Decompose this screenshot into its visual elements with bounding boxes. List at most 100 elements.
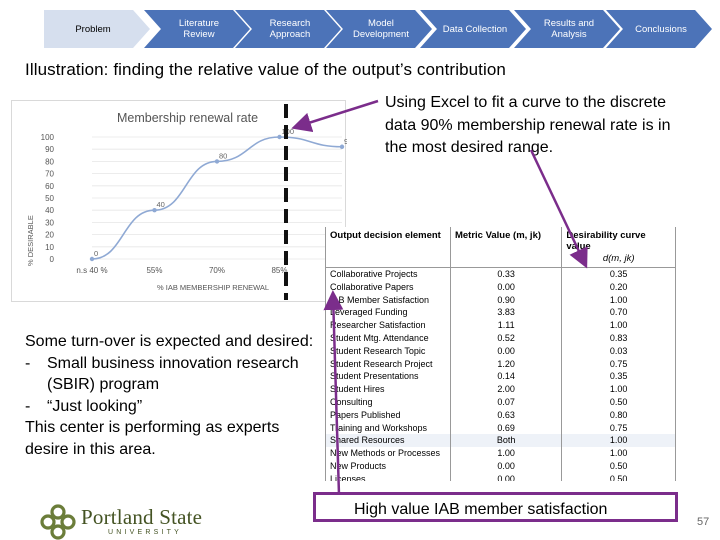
cell-element: Licenses [325,472,451,481]
y-axis-label: % DESIRABLE [26,215,35,266]
highlight-box-text: High value IAB member satisfaction [354,501,608,518]
bullet-text: Small business innovation research (SBIR… [47,354,299,394]
cell-metric-value: 0.69 [449,421,563,435]
cell-element: New Products [325,459,451,473]
nav-step[interactable]: Model Development [326,10,432,48]
nav-step-label: Conclusions [635,23,687,35]
nav-step[interactable]: Problem [44,10,150,48]
series-points [89,134,345,262]
y-tick-label: 50 [45,194,54,203]
y-tick-label: 90 [45,145,54,154]
cell-metric-value: 0.33 [449,267,563,281]
cell-desirability-value: 1.00 [561,383,676,396]
logo-name: Portland State [81,505,203,529]
x-tick-label: n.s 40 % [76,266,107,275]
col-header-element: Output decision element [325,227,451,268]
y-tick-label: 30 [45,218,54,227]
cell-metric-value: 0.00 [449,459,563,473]
cell-desirability-value: 0.75 [561,357,676,371]
cell-desirability-value: 0.70 [561,306,676,320]
cell-desirability-value: 0.75 [561,421,676,435]
x-tick-label: 85% [271,266,287,275]
bullet-dash: - [25,354,31,372]
nav-step[interactable]: Conclusions [606,10,712,48]
cell-metric-value: 0.00 [449,280,563,294]
y-tick-label: 10 [45,243,54,252]
cell-element: Training and Workshops [325,421,451,435]
cell-desirability-value: 0.35 [561,370,676,384]
cell-desirability-value: 1.00 [561,447,676,460]
data-point [89,256,95,262]
table-row: New Products 0.00 0.50 [325,459,676,473]
cell-metric-value: 1.00 [449,447,563,460]
highlight-box: High value IAB member satisfaction [313,492,678,522]
nav-step-label: Problem [75,23,111,35]
col-header-desirability: Desirability curve value d(m, jk) [561,227,676,268]
cell-metric-value: 0.00 [449,344,563,358]
data-point-label: 80 [219,151,227,160]
cell-desirability-value: 0.83 [561,331,676,345]
nav-step-label: Data Collection [442,23,508,35]
cell-element: Shared Resources [325,434,451,448]
cell-element: IAB Member Satisfaction [325,293,451,307]
output-decision-table: Output decision element Metric Value (m,… [325,227,676,481]
membership-renewal-chart: Membership renewal rate % DESIRABLE % IA… [11,100,347,302]
y-tick-label: 100 [41,133,55,142]
cell-desirability-value: 1.00 [561,293,676,307]
cell-element: Student Hires [325,383,451,396]
data-point [339,144,345,149]
data-point [214,159,220,164]
cell-desirability-value: 1.00 [561,434,676,448]
table-row: Student Research Project 1.20 0.75 [325,357,676,371]
cell-metric-value: 1.11 [449,319,563,332]
cell-metric-value: 0.07 [449,395,563,409]
y-tick-labels: 0 10 20 30 40 50 60 70 80 90 100 [41,133,55,264]
col-header-desirability-sub: d(m, jk) [602,253,635,264]
x-tick-label: 70% [209,266,225,275]
table-row: Licenses 0.00 0.50 [325,472,676,481]
data-point-label: 40 [157,200,165,209]
data-point [277,134,282,140]
table-row: Collaborative Papers 0.00 0.20 [325,280,676,294]
chart-svg: Membership renewal rate % DESIRABLE % IA… [26,111,347,292]
cell-element: Leveraged Funding [325,306,451,320]
cell-element: Student Research Project [325,357,451,371]
table-row: Collaborative Projects 0.33 0.35 [325,267,676,281]
list-item: - Small business innovation research (SB… [25,353,315,396]
cell-element: Collaborative Papers [325,280,451,294]
psu-logo: Portland State UNIVERSITY [38,500,228,540]
bullet-dash: - [25,397,31,415]
list-item: - “Just looking” [25,396,315,418]
nav-step[interactable]: Results and Analysis [514,10,620,48]
nav-step-label: Model Development [353,18,409,40]
cell-metric-value: 1.20 [449,357,563,371]
cell-element: Student Research Topic [325,344,451,358]
left-text-intro: Some turn-over is expected and desired: [25,333,314,350]
data-point [152,208,157,213]
y-tick-label: 70 [45,170,54,179]
y-tick-label: 20 [45,231,54,240]
left-text-block: Some turn-over is expected and desired: … [25,331,315,460]
x-tick-labels: n.s 40 %55%70%85%1 [76,266,344,275]
cell-metric-value: 0.14 [449,370,563,384]
slide-title: Illustration: finding the relative value… [25,60,506,79]
cell-desirability-value: 0.35 [561,267,676,281]
table-row: Student Presentations 0.14 0.35 [325,370,676,384]
cell-element: Collaborative Projects [325,267,451,281]
page-number: 57 [697,516,710,528]
cell-metric-value: 3.83 [449,306,563,320]
cell-metric-value: 0.52 [449,331,563,345]
process-nav: Problem Literature Review Research Approac… [44,10,720,48]
y-tick-label: 0 [50,255,55,264]
nav-step[interactable]: Research Approach [235,10,341,48]
nav-step[interactable]: Literature Review [144,10,250,48]
callout-text: Using Excel to fit a curve to the discre… [385,94,671,156]
cell-desirability-value: 0.80 [561,408,676,422]
cell-desirability-value: 0.50 [561,459,676,473]
nav-step[interactable]: Data Collection [420,10,526,48]
x-axis-label: % IAB MEMBERSHIP RENEWAL [157,283,269,292]
cell-element: Student Presentations [325,370,451,384]
point-labels: 0 40 80 100 92 [94,127,347,258]
table-row: Researcher Satisfaction 1.11 1.00 [325,319,676,332]
chart-title: Membership renewal rate [117,111,258,125]
